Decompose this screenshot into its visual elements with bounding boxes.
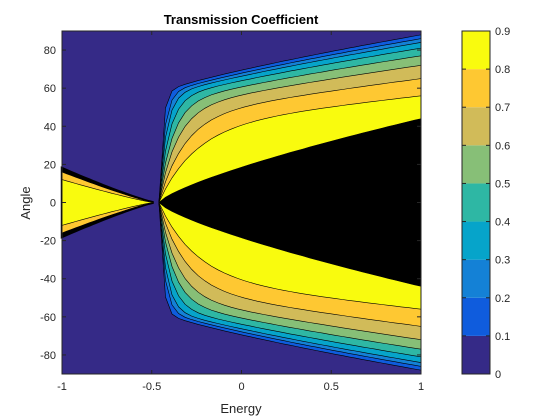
y-tick-label: -80 bbox=[40, 350, 56, 362]
colorbar-tick-label: 0.4 bbox=[495, 217, 510, 229]
y-tick-label: 60 bbox=[44, 83, 56, 95]
y-tick-label: 20 bbox=[44, 159, 56, 171]
x-tick-label: -0.5 bbox=[142, 381, 161, 393]
colorbar-segment-8 bbox=[462, 31, 490, 70]
y-tick-label: -60 bbox=[40, 312, 56, 324]
colorbar-segment-3 bbox=[462, 221, 490, 260]
colorbar-tick-label: 0 bbox=[495, 369, 501, 381]
y-tick-label: 40 bbox=[44, 121, 56, 133]
left-lobe-inner-band bbox=[61, 179, 154, 226]
x-tick-label: 0.5 bbox=[324, 381, 339, 393]
colorbar: 0 0.1 0.2 0.3 0.4 0.5 0.6 0.7 0.8 0.9 bbox=[461, 26, 510, 381]
y-tick-label: -20 bbox=[40, 236, 56, 248]
plot-area bbox=[60, 31, 422, 374]
colorbar-segment-6 bbox=[462, 107, 490, 146]
x-tick-label: -1 bbox=[57, 381, 67, 393]
colorbar-segment-0 bbox=[462, 335, 490, 374]
colorbar-tick-label: 0.6 bbox=[495, 140, 510, 152]
x-tick-label: 1 bbox=[418, 381, 424, 393]
colorbar-segment-4 bbox=[462, 183, 490, 222]
colorbar-segment-5 bbox=[462, 145, 490, 184]
y-tick-label: 0 bbox=[50, 198, 56, 210]
colorbar-tick-label: 0.2 bbox=[495, 293, 510, 305]
y-tick-label: 80 bbox=[44, 45, 56, 57]
colorbar-frame bbox=[461, 30, 491, 375]
x-tick-label: 0 bbox=[238, 381, 244, 393]
colorbar-tick-label: 0.1 bbox=[495, 331, 510, 343]
colorbar-segment-7 bbox=[462, 69, 490, 108]
colorbar-tick-label: 0.8 bbox=[495, 64, 510, 76]
colorbar-segment-2 bbox=[462, 259, 490, 298]
chart-title: Transmission Coefficient bbox=[164, 12, 319, 27]
y-tick-label: -40 bbox=[40, 274, 56, 286]
colorbar-tick-label: 0.3 bbox=[495, 255, 510, 267]
colorbar-segment-1 bbox=[462, 297, 490, 336]
colorbar-tick-label: 0.7 bbox=[495, 102, 510, 114]
colorbar-tick-label: 0.9 bbox=[495, 26, 510, 38]
x-axis-label: Energy bbox=[220, 401, 262, 416]
colorbar-tick-label: 0.5 bbox=[495, 178, 510, 190]
axes: -1 -0.5 0 0.5 1 -80 -60 -40 -20 0 20 40 60 80 bbox=[40, 30, 424, 393]
y-axis-label: Angle bbox=[18, 186, 33, 219]
